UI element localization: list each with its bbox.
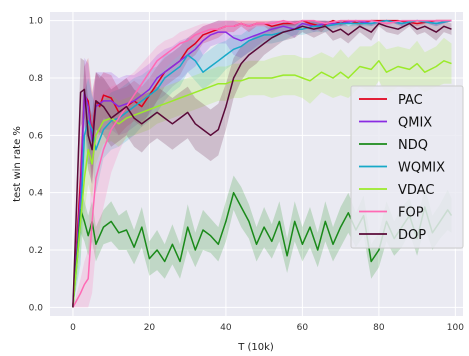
x-tick-label: 40: [220, 323, 232, 333]
series-line-wqmix: [72, 19, 452, 308]
series-lines: [72, 19, 453, 308]
legend-label-wqmix: WQMIX: [398, 161, 445, 176]
series-line-vdac: [72, 60, 452, 308]
legend-label-qmix: QMIX: [398, 116, 432, 131]
x-axis-label: T (10k): [237, 342, 274, 353]
series-line-dop: [72, 22, 452, 308]
y-tick-label: 0.8: [29, 74, 44, 84]
y-tick-labels: 0.0 0.2 0.4 0.6 0.8 1.0: [29, 17, 44, 314]
legend-box: [350, 85, 464, 249]
x-tick-label: 0: [70, 323, 76, 333]
y-tick-label: 0.0: [29, 303, 44, 313]
y-tick-label: 0.6: [29, 131, 44, 141]
x-tick-label: 60: [297, 323, 309, 333]
x-tick-labels: 0 20 40 60 80 100: [70, 323, 464, 333]
legend-label-fop: FOP: [398, 206, 424, 221]
y-tick-label: 1.0: [29, 17, 44, 27]
legend-label-dop: DOP: [398, 228, 426, 243]
series-line-fop: [72, 19, 452, 308]
x-tick-label: 20: [144, 323, 156, 333]
legend-label-ndq: NDQ: [398, 138, 428, 153]
confidence-bands: [72, 20, 452, 308]
band-ndq: [72, 175, 452, 308]
band-wqmix: [72, 20, 452, 308]
y-tick-label: 0.4: [29, 189, 44, 199]
y-axis-label: test win rate %: [12, 126, 23, 202]
x-tick-label: 100: [447, 323, 464, 333]
band-vdac: [72, 37, 452, 308]
y-tick-label: 0.2: [29, 246, 43, 256]
legend: PAC QMIX NDQ WQMIX VDAC FOP DOP: [350, 85, 464, 249]
legend-label-vdac: VDAC: [398, 183, 434, 198]
legend-label-pac: PAC: [398, 93, 423, 108]
x-tick-label: 80: [373, 323, 385, 333]
